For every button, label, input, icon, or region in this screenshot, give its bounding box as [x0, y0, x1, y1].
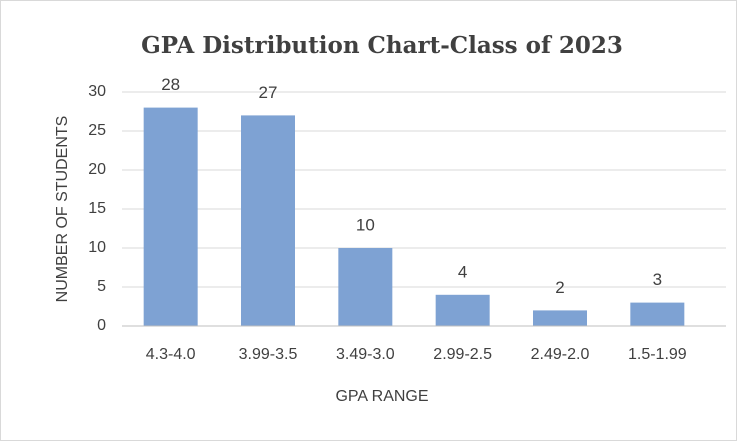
- data-label: 10: [356, 215, 375, 234]
- y-tick-label: 25: [88, 122, 106, 139]
- x-tick-label: 1.5-1.99: [628, 346, 687, 363]
- x-tick-label: 3.99-3.5: [239, 346, 298, 363]
- x-tick-label: 4.3-4.0: [146, 346, 196, 363]
- bar: [435, 294, 490, 326]
- data-label: 3: [653, 270, 662, 289]
- bar: [338, 248, 393, 326]
- y-axis-label: NUMBER OF STUDENTS: [54, 116, 71, 303]
- y-tick-label: 0: [97, 317, 106, 334]
- bar: [143, 107, 198, 326]
- y-tick-label: 10: [88, 239, 106, 256]
- x-tick-label: 3.49-3.0: [336, 346, 395, 363]
- data-label: 28: [161, 75, 180, 94]
- x-axis-label: GPA RANGE: [335, 388, 428, 405]
- bar: [630, 302, 685, 326]
- data-label: 27: [259, 83, 278, 102]
- data-label: 4: [458, 262, 467, 281]
- data-label: 2: [555, 278, 564, 297]
- y-tick-label: 30: [88, 83, 106, 100]
- bar: [533, 310, 587, 326]
- y-tick-label: 20: [88, 161, 106, 178]
- y-tick-label: 5: [97, 278, 106, 295]
- x-tick-label: 2.49-2.0: [531, 346, 590, 363]
- x-tick-label: 2.99-2.5: [433, 346, 492, 363]
- y-tick-label: 15: [88, 200, 106, 217]
- chart-title: GPA Distribution Chart-Class of 2023: [141, 32, 623, 59]
- bar: [241, 115, 295, 327]
